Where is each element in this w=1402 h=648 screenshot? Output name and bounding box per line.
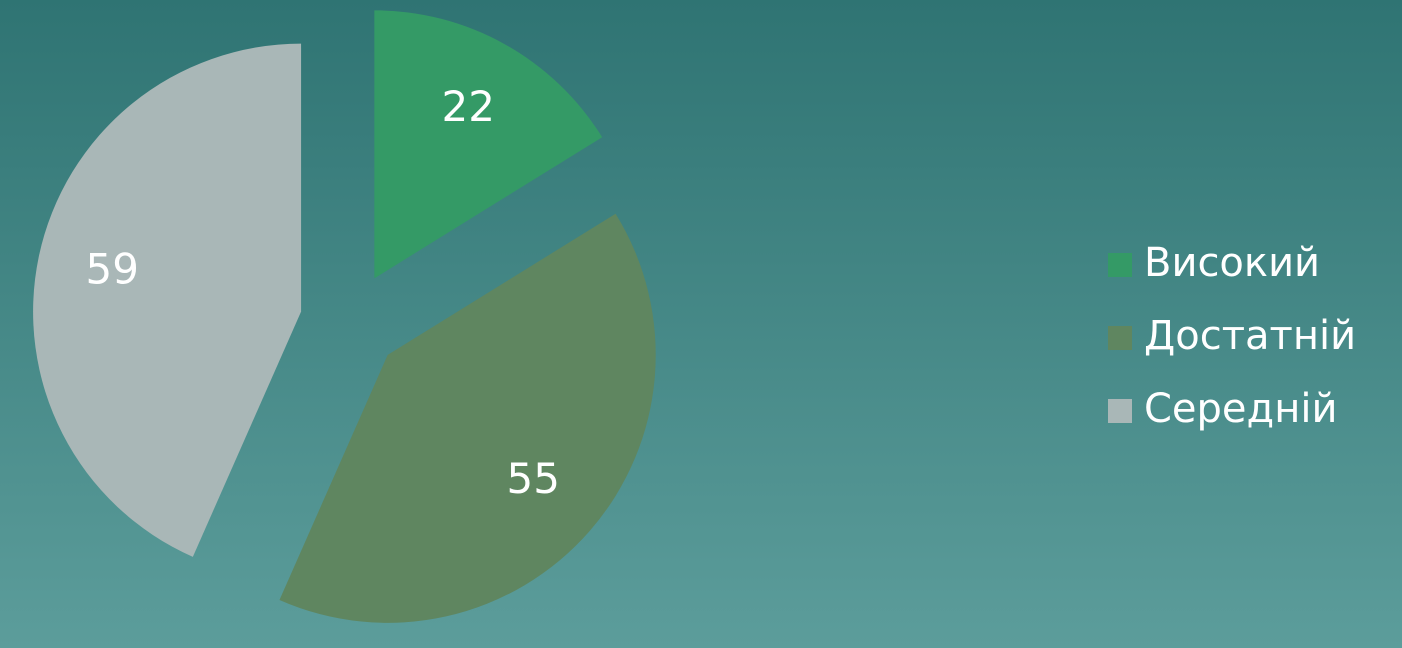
- pie-slice: [279, 213, 656, 623]
- legend-swatch: [1108, 253, 1132, 277]
- legend-label: Достатній: [1144, 313, 1356, 359]
- legend-label: Середній: [1144, 386, 1337, 432]
- legend-swatch: [1108, 326, 1132, 350]
- pie-slice: [374, 10, 603, 279]
- legend-swatch: [1108, 399, 1132, 423]
- data-label: 55: [507, 454, 560, 503]
- legend-label: Високий: [1144, 240, 1320, 286]
- data-label: 22: [441, 82, 494, 131]
- data-label: 59: [86, 244, 139, 293]
- pie-slice: [33, 43, 302, 557]
